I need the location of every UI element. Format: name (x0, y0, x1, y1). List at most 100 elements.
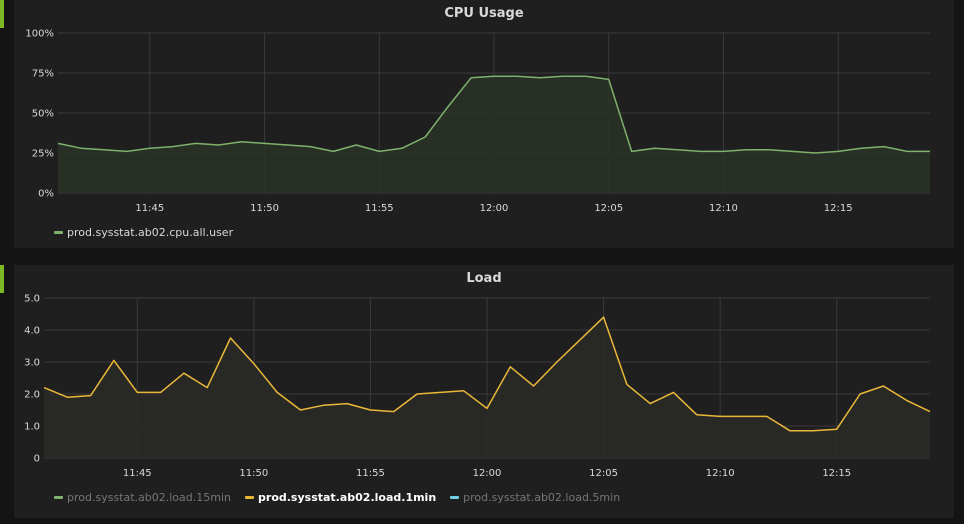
data-point (676, 149, 678, 151)
data-point (401, 147, 403, 149)
data-point (194, 142, 196, 144)
data-point (585, 75, 587, 77)
x-tick-label: 12:00 (473, 468, 502, 479)
data-point (516, 75, 518, 77)
x-tick-label: 12:15 (824, 203, 853, 214)
y-tick-label: 2.0 (24, 390, 40, 401)
y-tick-label: 25% (32, 149, 54, 160)
data-point (486, 407, 488, 409)
y-tick-label: 3.0 (24, 358, 40, 369)
y-tick-label: 1.0 (24, 422, 40, 433)
series-area (44, 317, 930, 458)
legend-swatch (54, 496, 63, 499)
data-point (462, 390, 464, 392)
data-point (719, 415, 721, 417)
data-point (103, 149, 105, 151)
x-tick-label: 12:05 (594, 203, 623, 214)
data-point (906, 150, 908, 152)
data-point (768, 149, 770, 151)
data-point (286, 144, 288, 146)
load-chart: 0 1.0 2.0 3.0 4.0 5.0 11:45 11:50 11:55 12:00 12:0… (24, 294, 931, 479)
data-point (172, 145, 174, 147)
data-point (649, 402, 651, 404)
y-tick-label: 0% (38, 189, 54, 200)
data-point (369, 409, 371, 411)
data-point (742, 415, 744, 417)
y-tick-label: 75% (32, 69, 54, 80)
data-point (424, 136, 426, 138)
data-point (80, 147, 82, 149)
cpu-usage-chart: 0% 25% 50% 75% 100% 11:45 11:50 11:55 12:00 12:05… (25, 29, 931, 214)
panel-title[interactable]: Load (466, 271, 502, 286)
data-point (136, 391, 138, 393)
data-point (439, 391, 441, 393)
load-panel: Load 0 1.0 2.0 3.0 4.0 5.0 11:45 11:50 11:55 12:0… (14, 265, 954, 518)
data-point (789, 430, 791, 432)
data-point (149, 147, 151, 149)
panel-title[interactable]: CPU Usage (444, 6, 524, 21)
data-point (929, 410, 931, 412)
data-point (836, 428, 838, 430)
data-point (509, 366, 511, 368)
data-point (183, 372, 185, 374)
data-point (470, 77, 472, 79)
row-marker-bottom (0, 265, 4, 293)
data-point (299, 409, 301, 411)
data-point (332, 150, 334, 152)
data-point (882, 385, 884, 387)
x-tick-label: 12:10 (706, 468, 735, 479)
data-point (57, 142, 59, 144)
data-point (653, 147, 655, 149)
x-tick-label: 11:50 (250, 203, 279, 214)
data-point (263, 142, 265, 144)
legend-item[interactable]: prod.sysstat.ab02.cpu.all.user (54, 226, 233, 239)
data-point (447, 105, 449, 107)
data-point (89, 394, 91, 396)
load-legend: prod.sysstat.ab02.load.15min prod.sysstat… (54, 491, 634, 504)
legend-label: prod.sysstat.ab02.load.5min (463, 491, 621, 504)
data-point (562, 75, 564, 77)
y-tick-label: 5.0 (24, 294, 40, 305)
series-line (43, 316, 931, 432)
data-point (860, 147, 862, 149)
x-tick-label: 11:55 (356, 468, 385, 479)
data-point (630, 150, 632, 152)
y-tick-label: 50% (32, 109, 54, 120)
x-tick-label: 12:00 (480, 203, 509, 214)
data-point (206, 386, 208, 388)
data-point (883, 145, 885, 147)
data-point (745, 149, 747, 151)
x-tick-label: 12:10 (709, 203, 738, 214)
data-point (905, 399, 907, 401)
data-point (240, 141, 242, 143)
data-point (43, 386, 45, 388)
data-point (929, 150, 931, 152)
legend-swatch (54, 231, 63, 234)
data-point (159, 391, 161, 393)
series-line (57, 75, 930, 154)
legend-item[interactable]: prod.sysstat.ab02.load.15min (54, 491, 231, 504)
data-point (837, 150, 839, 152)
data-point (66, 396, 68, 398)
data-point (722, 150, 724, 152)
data-point (699, 150, 701, 152)
data-point (346, 402, 348, 404)
legend-swatch (245, 496, 255, 499)
data-point (579, 338, 581, 340)
y-tick-label: 4.0 (24, 326, 40, 337)
data-point (126, 150, 128, 152)
data-point (556, 361, 558, 363)
y-tick-label: 0 (34, 454, 40, 465)
data-point (791, 150, 793, 152)
row-marker-top (0, 0, 4, 28)
data-point (253, 362, 255, 364)
legend-item[interactable]: prod.sysstat.ab02.load.1min (245, 491, 436, 504)
cpu-usage-panel: CPU Usage 0% 25% 50% 75% 100% 11:45 11:50 11:55… (14, 0, 954, 248)
legend-item[interactable]: prod.sysstat.ab02.load.5min (450, 491, 620, 504)
x-tick-label: 11:45 (135, 203, 164, 214)
x-tick-label: 12:05 (589, 468, 618, 479)
data-point (276, 391, 278, 393)
data-point (113, 359, 115, 361)
x-tick-label: 11:55 (365, 203, 394, 214)
y-tick-label: 100% (25, 29, 54, 40)
